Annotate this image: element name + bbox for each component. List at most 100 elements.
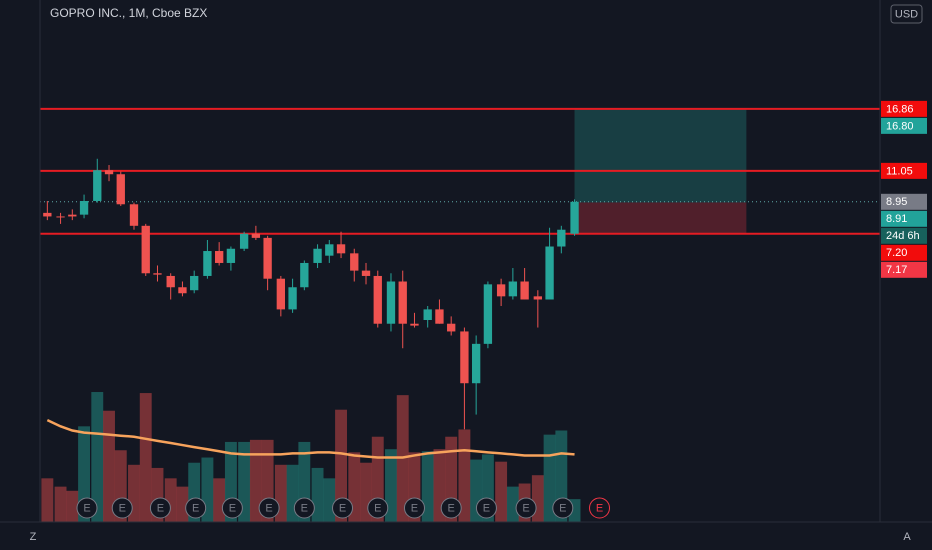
candle-body xyxy=(203,251,212,276)
earnings-marker xyxy=(552,497,574,519)
volume-bar xyxy=(249,439,262,522)
price-label: 7.17 xyxy=(886,264,907,276)
volume-bar xyxy=(408,452,421,522)
candle-body xyxy=(410,323,419,326)
volume-bar xyxy=(371,436,384,522)
volume-bar xyxy=(385,449,397,522)
volume-bar xyxy=(261,439,274,522)
candle-body xyxy=(141,225,150,274)
earnings-marker xyxy=(76,497,98,519)
candle-body xyxy=(570,201,579,234)
volume-bar xyxy=(470,459,483,522)
earnings-label: E xyxy=(559,502,566,514)
earnings-marker xyxy=(293,497,315,519)
price-label-bg xyxy=(881,100,927,117)
volume-bar xyxy=(103,410,115,522)
earnings-marker xyxy=(221,497,243,519)
price-label: 11.05 xyxy=(886,165,913,177)
volume-bar xyxy=(151,467,164,522)
candle-body xyxy=(239,233,249,249)
candle-body xyxy=(435,309,444,324)
earnings-label: E xyxy=(411,502,418,514)
auto-button[interactable]: A xyxy=(903,531,911,543)
candle-body xyxy=(386,281,396,324)
earnings-label: E xyxy=(483,502,490,514)
candle-body xyxy=(423,309,432,321)
candle-body xyxy=(251,233,261,238)
candle-body xyxy=(483,284,493,344)
volume-bar xyxy=(213,478,226,522)
candle-body xyxy=(226,248,236,263)
earnings-marker xyxy=(149,497,171,519)
volume-bar xyxy=(78,426,91,522)
volume-bar xyxy=(164,478,177,522)
volume-bar xyxy=(458,429,471,522)
price-label-bg xyxy=(881,210,927,227)
volume-bar xyxy=(286,464,299,522)
volume-bar xyxy=(311,467,324,522)
volume-bar xyxy=(531,475,544,522)
price-label-bg xyxy=(881,117,927,134)
volume-bar xyxy=(114,450,127,522)
chart-title: GOPRO INC., 1M, Cboe BZX xyxy=(50,6,207,20)
price-label-bg xyxy=(881,261,927,278)
price-label: 7.20 xyxy=(886,247,907,259)
earnings-label: E xyxy=(192,502,199,514)
candle-body xyxy=(129,204,139,226)
volume-bar xyxy=(445,436,458,522)
volume-bar xyxy=(335,409,347,522)
volume-bar xyxy=(421,451,434,522)
volume-bar xyxy=(66,490,79,522)
candle-body xyxy=(361,270,371,276)
earnings-label: E xyxy=(596,502,603,514)
earnings-label: E xyxy=(229,502,236,514)
volume-bar xyxy=(128,464,140,522)
axes: 16.86 16.80 11.05 8.95 8.91 24d 6h 7.20 7.17 xyxy=(881,100,927,278)
price-label: 8.91 xyxy=(886,213,907,225)
candle-body xyxy=(153,273,162,275)
volume-bar xyxy=(555,430,568,522)
candle-body xyxy=(263,237,272,279)
price-label: 16.80 xyxy=(886,120,914,132)
volume-bar xyxy=(41,478,54,522)
candle-body xyxy=(520,281,529,300)
currency-box[interactable] xyxy=(890,4,923,24)
currency[interactable]: USD xyxy=(895,8,918,20)
earnings-label: E xyxy=(157,502,164,514)
earnings-marker xyxy=(475,497,497,519)
earnings-label: E xyxy=(448,502,455,514)
candle-body xyxy=(325,244,334,256)
candle-body xyxy=(166,275,175,288)
earnings-marker xyxy=(185,497,207,519)
volume-bar xyxy=(201,457,214,522)
price-label-bg xyxy=(881,193,927,210)
zoom-button[interactable]: Z xyxy=(30,531,37,543)
volume-bar xyxy=(176,486,189,522)
earnings-marker xyxy=(367,497,389,519)
candle-body xyxy=(350,253,359,271)
candle-body xyxy=(190,275,199,291)
earnings-label: E xyxy=(522,502,529,514)
candle-body xyxy=(276,278,286,310)
candle-body xyxy=(116,174,125,205)
candle-body xyxy=(300,262,309,288)
volume-bar xyxy=(568,499,581,522)
volume-bar xyxy=(433,449,446,522)
candle-body xyxy=(336,244,346,254)
volume-bar xyxy=(348,452,361,522)
earnings-label: E xyxy=(265,502,272,514)
candle-body xyxy=(447,323,456,332)
target-zone xyxy=(574,109,747,203)
volume-bar xyxy=(323,478,336,522)
volume-bar xyxy=(506,486,519,522)
volume-bar xyxy=(481,454,494,522)
candle-body xyxy=(508,281,518,297)
earnings-marker xyxy=(403,497,425,519)
candle-body xyxy=(545,246,554,300)
earnings-marker xyxy=(589,497,611,519)
candle-body xyxy=(214,251,224,263)
